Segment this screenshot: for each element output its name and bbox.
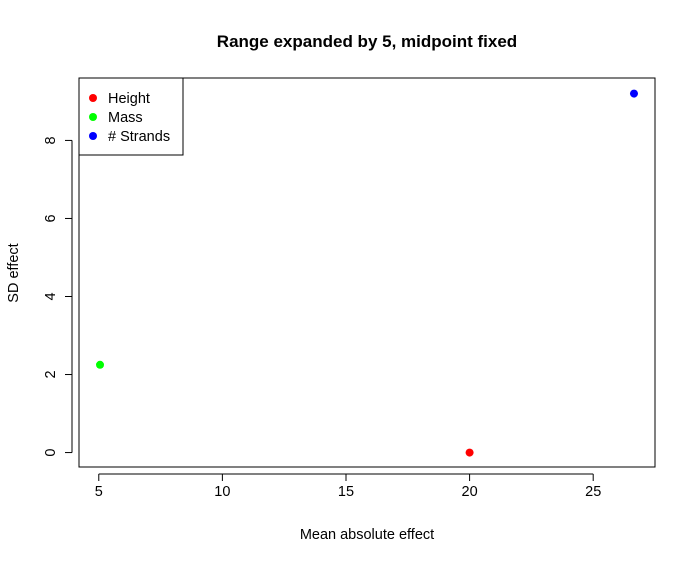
y-tick-label: 4 [43,292,59,300]
legend-label: # Strands [108,129,170,145]
legend-marker [89,94,97,102]
x-tick-label: 25 [585,484,601,500]
y-tick-label: 6 [43,214,59,222]
x-tick-label: 15 [338,484,354,500]
plot-area [78,77,656,468]
data-point [465,448,474,457]
x-axis-label: Mean absolute effect [300,527,434,543]
y-axis: 0 2 4 6 8 [43,136,73,457]
legend-label: Mass [108,110,143,126]
legend-marker [89,113,97,121]
y-tick-label: 2 [43,370,59,378]
data-point [629,89,638,98]
y-tick-label: 0 [43,449,59,457]
data-point [96,360,105,369]
x-tick-label: 10 [214,484,230,500]
x-tick-label: 20 [462,484,478,500]
legend: Height Mass # Strands [78,77,184,156]
x-axis: 5 10 15 20 25 [95,473,601,500]
data-points [96,89,638,457]
x-tick-label: 5 [95,484,103,500]
legend-marker [89,132,97,140]
legend-label: Height [108,91,150,107]
chart-title: Range expanded by 5, midpoint fixed [217,32,517,51]
y-axis-label: SD effect [6,243,22,302]
y-tick-label: 8 [43,136,59,144]
